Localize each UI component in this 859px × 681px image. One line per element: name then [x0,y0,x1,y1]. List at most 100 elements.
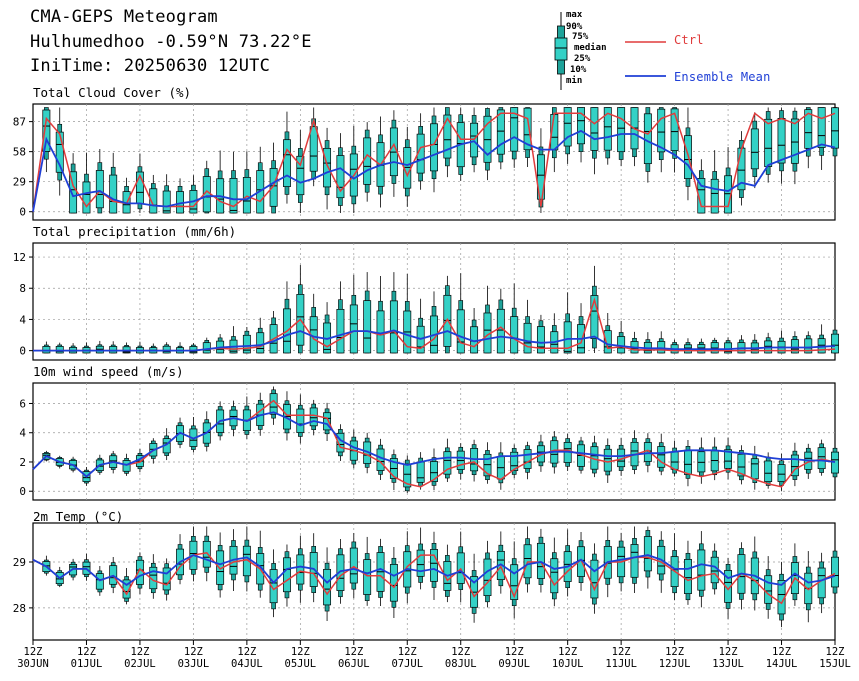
box-iqr [363,559,372,595]
box-iqr [643,536,652,572]
box-iqr [336,155,345,199]
box-iqr [55,131,64,173]
box-iqr [764,118,773,167]
box-iqr [603,107,612,151]
box-iqr [777,464,786,482]
box-iqr [670,451,679,470]
x-tick-label: 15JUL [819,658,851,670]
panel-1 [29,103,839,221]
box-iqr [42,109,51,152]
x-tick-label: 13JUL [712,658,744,670]
box-iqr [697,549,706,591]
x-tick-label: 07JUL [391,658,423,670]
x-tick-label: 03JUL [178,658,210,670]
panel-title: Total precipitation (mm/6h) [33,224,236,239]
box-iqr [563,321,572,354]
box-iqr [831,556,839,588]
box-iqr [831,451,839,474]
box-iqr [363,137,372,185]
box-iqr [710,178,719,214]
box-iqr [122,460,131,472]
box-iqr [470,122,479,158]
x-tick-label: 12Z [77,646,96,658]
box-iqr [416,461,425,483]
x-tick-label: 12Z [184,646,203,658]
legend-inner-box [554,37,568,61]
y-tick-label: 28 [13,602,26,615]
box-iqr [764,575,773,604]
y-tick-label: 6 [19,397,26,410]
x-tick-label: 01JUL [71,658,103,670]
box-iqr [242,177,251,214]
box-iqr [523,107,532,151]
box-iqr [563,107,572,147]
box-iqr [95,170,104,209]
box-iqr [416,549,425,577]
box-iqr [296,554,305,585]
ctrl-line [32,551,836,605]
box-iqr [496,109,505,155]
y-tick-label: 4 [19,313,26,326]
box-iqr [430,461,438,482]
box-iqr [777,117,786,164]
box-iqr [283,557,291,593]
box-iqr [684,449,692,475]
box-iqr [296,155,305,196]
box-iqr [82,181,91,214]
mean-line [33,329,836,352]
y-tick-label: 58 [13,146,26,159]
box-iqr [323,412,332,431]
box-iqr [443,114,452,159]
box-iqr [790,339,799,354]
box-iqr [323,147,332,188]
box-iqr [790,118,799,164]
box-iqr [296,408,305,433]
box-iqr [309,126,318,172]
y-tick-label: 29 [13,176,26,189]
box-iqr [590,107,599,151]
y-tick-label: 4 [19,427,26,440]
box-iqr [590,559,599,599]
panel-frame [32,242,836,361]
box-iqr [242,334,251,354]
box-iqr [617,336,626,354]
x-tick-label: 12Z [398,646,417,658]
box-iqr [109,174,118,214]
x-tick-label: 12Z [344,646,363,658]
x-tick-label: 04JUL [231,658,263,670]
box-iqr [724,342,733,354]
x-tick-label: 12Z [612,646,631,658]
x-tick-label: 10JUL [552,658,584,670]
x-tick-label: 12Z [558,646,577,658]
box-iqr [697,178,706,214]
box-iqr [149,188,158,214]
y-tick-label: 0 [19,485,26,498]
box-iqr [403,463,412,488]
box-iqr [817,447,826,470]
panel-3 [29,382,839,501]
y-tick-label: 12 [13,251,26,264]
box-iqr [510,107,519,152]
box-iqr [617,107,626,153]
legend-box-glyph [554,12,568,90]
box-iqr [162,345,171,354]
box-iqr [336,308,345,354]
box-iqr [510,316,519,354]
x-tick-label: 12Z [772,646,791,658]
x-tick-label: 12Z [665,646,684,658]
legend-median-label: median [574,43,607,53]
x-tick-label: 02JUL [124,658,156,670]
box-iqr [790,454,799,477]
box-iqr [269,569,278,604]
box-iqr [389,300,398,354]
x-tick-label: 14JUL [766,658,798,670]
box-iqr [229,178,238,214]
box-iqr [456,309,465,354]
x-tick-label: 12Z [237,646,256,658]
box-iqr [496,308,505,354]
box-iqr [430,549,438,582]
x-tick-label: 09JUL [498,658,530,670]
box-iqr [430,123,438,172]
x-tick-label: 12JUL [659,658,691,670]
